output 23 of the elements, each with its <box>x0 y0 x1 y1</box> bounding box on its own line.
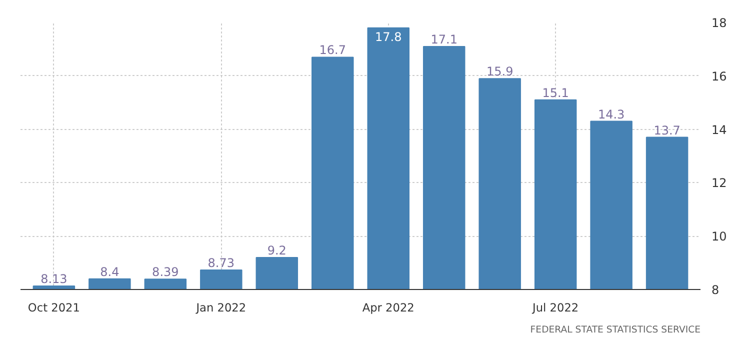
y-tick-label: 10 <box>712 230 727 244</box>
data-label: 8.73 <box>208 256 235 270</box>
x-tick-label: Apr 2022 <box>362 300 414 314</box>
text: FEDERAL STATE STATISTICS SERVICE <box>530 324 701 336</box>
data-label: 14.3 <box>598 107 625 122</box>
data-label: 9.2 <box>267 243 286 258</box>
data-label: 17.8 <box>375 30 402 44</box>
data-label: 15.9 <box>486 64 514 79</box>
x-tick-label: Jan 2022 <box>195 300 246 314</box>
data-label: 17.1 <box>430 32 458 47</box>
data-label: 8.4 <box>100 264 120 279</box>
data-label: 16.7 <box>319 43 346 58</box>
data-label: 8.13 <box>40 272 68 286</box>
y-tick-label: 8 <box>712 283 720 297</box>
y-tick-label: 14 <box>712 122 727 137</box>
y-tick-label: 18 <box>712 16 727 30</box>
x-tick-label: Jul 2022 <box>532 300 579 314</box>
x-tick-label: Oct 2021 <box>28 300 80 314</box>
data-label: 15.1 <box>542 86 569 100</box>
y-tick-label: 12 <box>712 176 727 190</box>
y-tick-label: 16 <box>712 69 727 84</box>
data-label: 13.7 <box>654 123 680 138</box>
data-label: 8.39 <box>152 265 179 280</box>
